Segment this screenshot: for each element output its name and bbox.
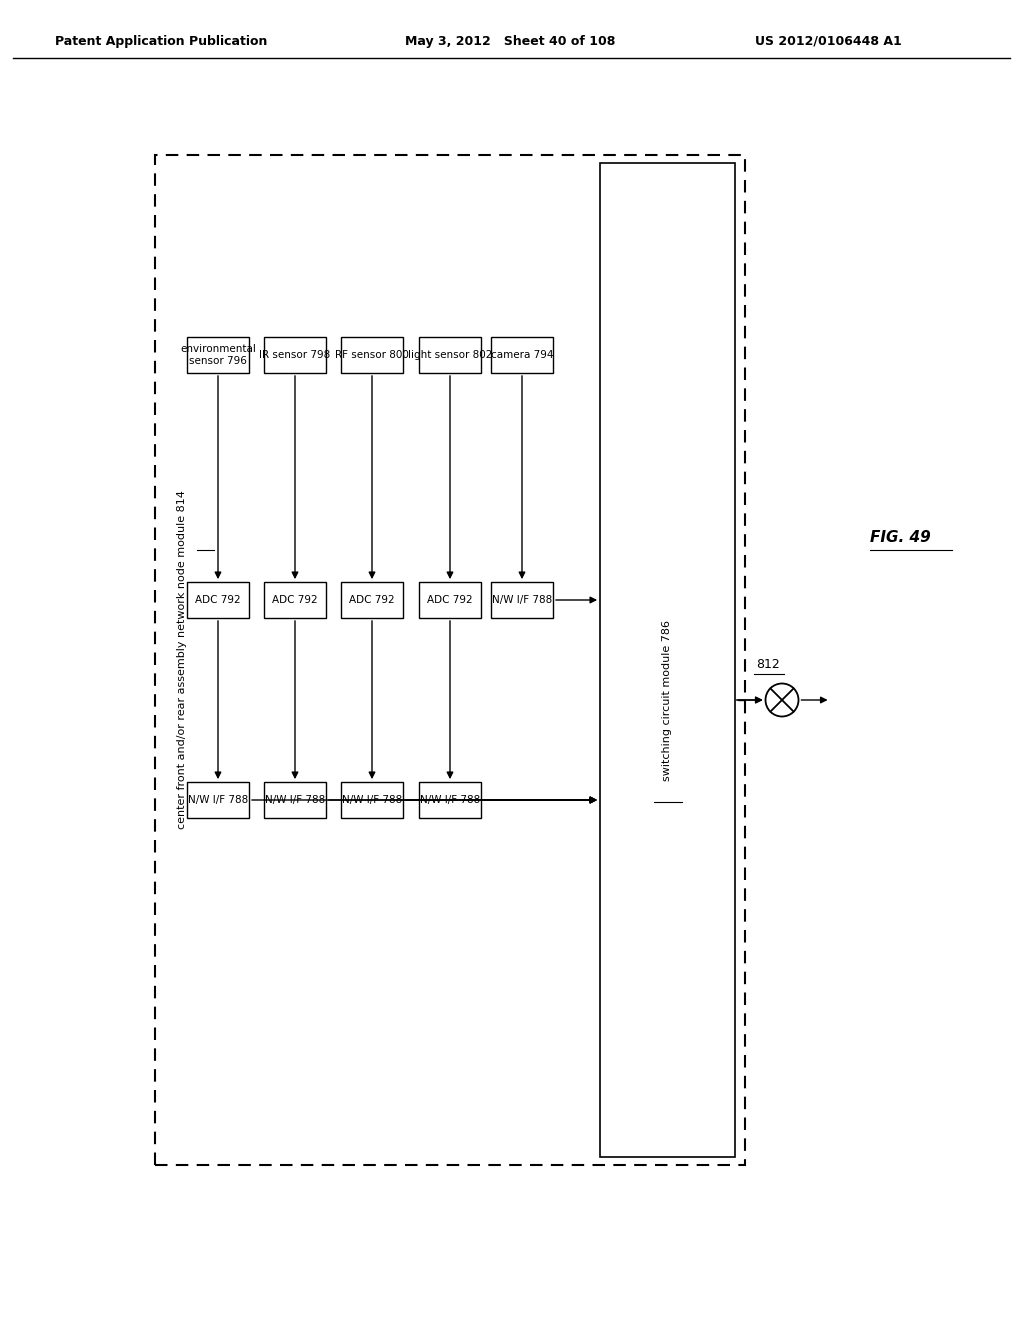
- Bar: [600, 162, 735, 1158]
- Bar: [155, 154, 745, 1166]
- Text: N/W I/F 788: N/W I/F 788: [265, 795, 326, 805]
- Bar: [419, 337, 481, 374]
- Text: May 3, 2012   Sheet 40 of 108: May 3, 2012 Sheet 40 of 108: [406, 36, 615, 48]
- Bar: [341, 337, 403, 374]
- Text: US 2012/0106448 A1: US 2012/0106448 A1: [755, 36, 902, 48]
- Bar: [419, 781, 481, 818]
- Bar: [341, 582, 403, 618]
- Text: IR sensor 798: IR sensor 798: [259, 350, 331, 360]
- Bar: [264, 781, 326, 818]
- Text: ADC 792: ADC 792: [349, 595, 395, 605]
- Text: FIG. 49: FIG. 49: [870, 531, 931, 545]
- Text: switching circuit module 786: switching circuit module 786: [663, 619, 673, 780]
- Text: RF sensor 800: RF sensor 800: [335, 350, 409, 360]
- Text: environmental
sensor 796: environmental sensor 796: [180, 345, 256, 366]
- Bar: [341, 781, 403, 818]
- Bar: [264, 582, 326, 618]
- Bar: [187, 337, 249, 374]
- Text: light sensor 802: light sensor 802: [408, 350, 493, 360]
- Text: ADC 792: ADC 792: [196, 595, 241, 605]
- Text: 812: 812: [756, 659, 780, 672]
- Bar: [419, 582, 481, 618]
- Text: camera 794: camera 794: [490, 350, 553, 360]
- Text: center front and/or rear assembly network node module 814: center front and/or rear assembly networ…: [177, 491, 187, 829]
- Text: Patent Application Publication: Patent Application Publication: [55, 36, 267, 48]
- Text: N/W I/F 788: N/W I/F 788: [187, 795, 248, 805]
- Text: ADC 792: ADC 792: [272, 595, 317, 605]
- Text: N/W I/F 788: N/W I/F 788: [342, 795, 402, 805]
- Bar: [490, 582, 553, 618]
- Text: N/W I/F 788: N/W I/F 788: [420, 795, 480, 805]
- Text: ADC 792: ADC 792: [427, 595, 473, 605]
- Bar: [490, 337, 553, 374]
- Bar: [187, 781, 249, 818]
- Text: N/W I/F 788: N/W I/F 788: [492, 595, 552, 605]
- Bar: [187, 582, 249, 618]
- Bar: [264, 337, 326, 374]
